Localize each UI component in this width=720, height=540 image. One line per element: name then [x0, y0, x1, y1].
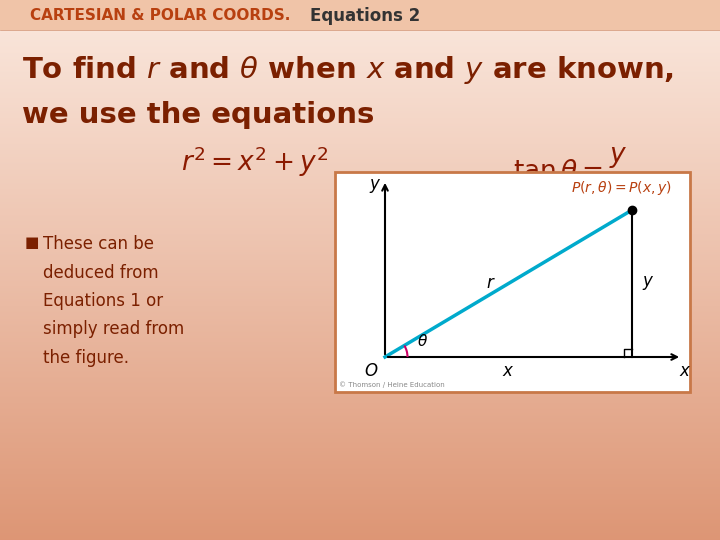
Text: ■: ■ — [25, 235, 40, 250]
Text: $y$: $y$ — [369, 177, 381, 195]
Text: $r$: $r$ — [486, 274, 495, 293]
Bar — [335, 172, 690, 392]
Text: $r^2 = x^2 + y^2$: $r^2 = x^2 + y^2$ — [181, 145, 329, 179]
Text: $O$: $O$ — [364, 362, 378, 380]
Text: © Thomson / Heine Education: © Thomson / Heine Education — [339, 381, 445, 388]
Text: $x$: $x$ — [679, 362, 691, 380]
Text: Equations 2: Equations 2 — [310, 7, 420, 25]
Bar — [0, 0, 720, 30]
Text: $x$: $x$ — [503, 362, 515, 380]
Text: $\tan\theta = \dfrac{y}{x}$: $\tan\theta = \dfrac{y}{x}$ — [513, 146, 627, 194]
Text: $\theta$: $\theta$ — [418, 333, 428, 349]
Text: To find $r$ and $\theta$ when $x$ and $y$ are known,: To find $r$ and $\theta$ when $x$ and $y… — [22, 54, 674, 86]
Text: These can be
deduced from
Equations 1 or
simply read from
the figure.: These can be deduced from Equations 1 or… — [43, 235, 184, 367]
Text: we use the equations: we use the equations — [22, 101, 374, 129]
Text: $P(r, \theta) = P(x, y)$: $P(r, \theta) = P(x, y)$ — [572, 179, 672, 197]
Text: $y$: $y$ — [642, 274, 654, 293]
Text: CARTESIAN & POLAR COORDS.: CARTESIAN & POLAR COORDS. — [30, 9, 290, 24]
